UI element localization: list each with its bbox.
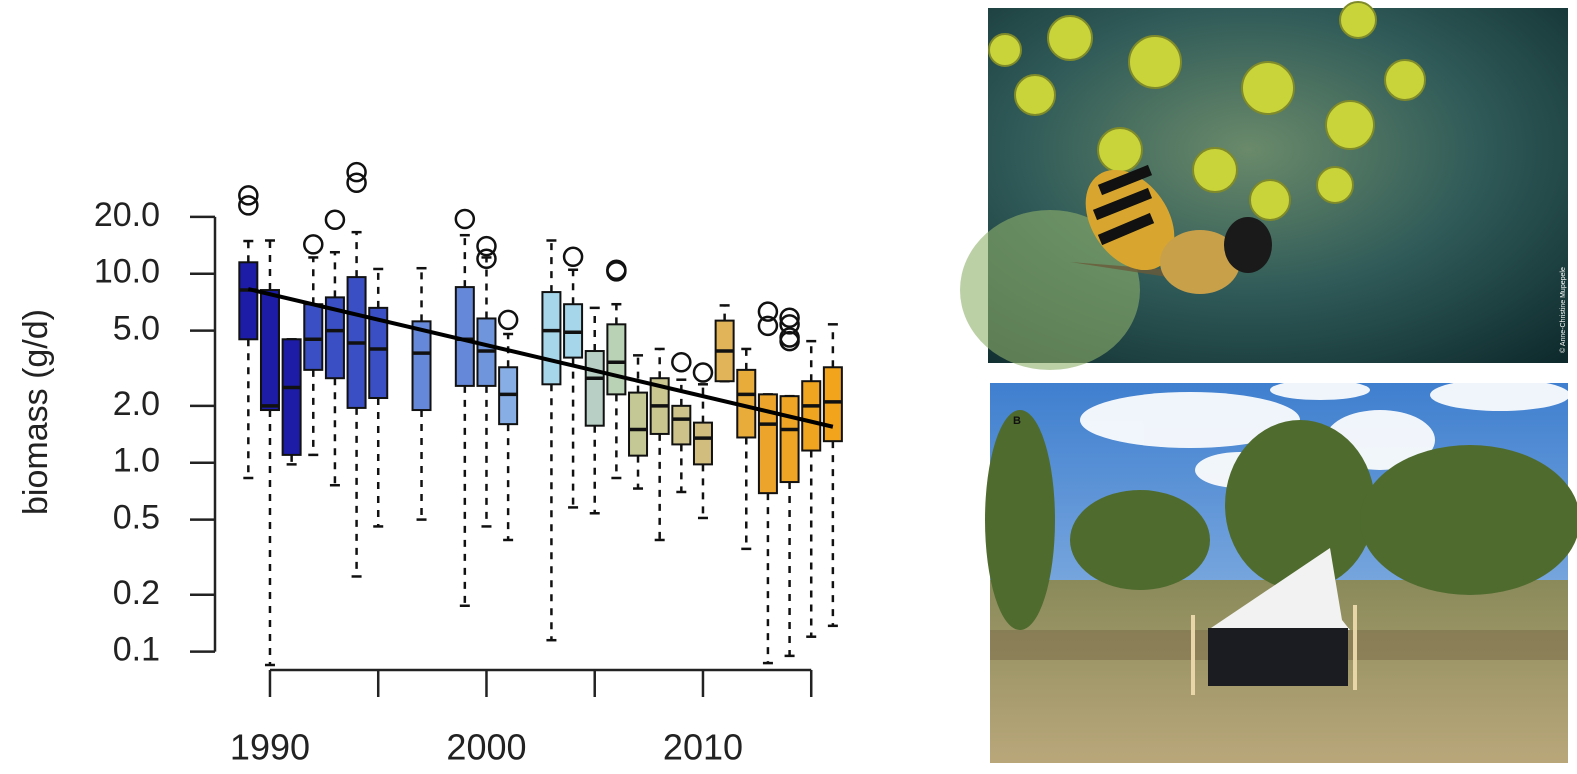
outlier bbox=[672, 353, 690, 371]
outlier bbox=[499, 311, 517, 329]
box bbox=[824, 367, 842, 441]
y-tick-label: 2.0 bbox=[113, 385, 160, 423]
x-tick-label: 1990 bbox=[230, 727, 310, 768]
box bbox=[586, 351, 604, 426]
y-tick-label: 0.5 bbox=[113, 499, 160, 537]
box bbox=[672, 406, 690, 445]
panel-label: B bbox=[1013, 415, 1021, 427]
box bbox=[239, 262, 257, 339]
figure: biomass (g/d) © Anne-Christine Mupepele bbox=[0, 0, 1577, 774]
x-tick-label: 2000 bbox=[446, 727, 526, 768]
box bbox=[456, 287, 474, 386]
box bbox=[542, 292, 560, 384]
box bbox=[629, 393, 647, 456]
outlier bbox=[348, 174, 366, 192]
photo-credit: © Anne-Christine Mupepele bbox=[1559, 267, 1567, 353]
y-tick-label: 5.0 bbox=[113, 310, 160, 348]
box bbox=[261, 290, 279, 410]
box bbox=[802, 381, 820, 450]
outlier bbox=[456, 210, 474, 228]
y-tick-label: 0.2 bbox=[113, 574, 160, 612]
y-tick-label: 20.0 bbox=[94, 196, 160, 234]
outlier bbox=[564, 248, 582, 266]
outlier bbox=[348, 163, 366, 181]
x-tick-label: 2010 bbox=[663, 727, 743, 768]
y-tick-label: 0.1 bbox=[113, 631, 160, 669]
y-axis-label: biomass (g/d) bbox=[17, 309, 55, 515]
outlier bbox=[694, 364, 712, 382]
box bbox=[781, 396, 799, 482]
photo-bee: © Anne-Christine Mupepele bbox=[960, 2, 1568, 370]
page: {"chart_data": {"type": "box", "y_label"… bbox=[0, 0, 1577, 774]
box bbox=[607, 324, 625, 394]
y-tick-label: 10.0 bbox=[94, 253, 160, 291]
box bbox=[304, 304, 322, 370]
y-tick-label: 1.0 bbox=[113, 442, 160, 480]
outlier bbox=[326, 211, 344, 229]
box bbox=[283, 339, 301, 455]
box bbox=[413, 321, 431, 410]
box bbox=[694, 423, 712, 465]
photo-trap: B bbox=[985, 379, 1577, 763]
outlier bbox=[304, 235, 322, 253]
